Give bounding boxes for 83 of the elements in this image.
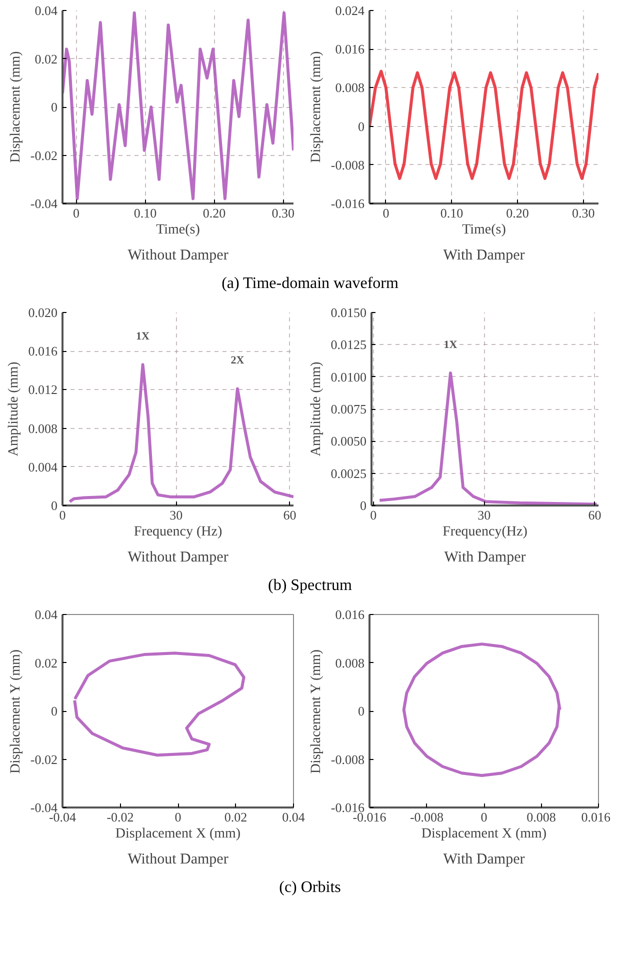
text: Without Damper	[128, 550, 228, 566]
x-tick-label: 0.016	[581, 810, 611, 824]
x-axis-title: Time(s)	[462, 222, 506, 238]
y-tick-label: 0	[358, 118, 364, 134]
text: With Damper	[443, 852, 525, 868]
y-tick-label: 0.012	[28, 382, 58, 398]
y-axis-title: Amplitude (mm)	[6, 361, 22, 456]
y-tick-label: 0.004	[28, 459, 58, 474]
x-tick-label: 0.30	[572, 206, 595, 220]
x-tick-label: 0.20	[202, 206, 226, 220]
line-series	[68, 363, 294, 504]
x-tick-label: -0.02	[106, 810, 134, 824]
y-tick-label: -0.02	[30, 752, 58, 767]
x-axis-title: Time(s)	[156, 222, 200, 238]
y-tick-label: 0.008	[335, 655, 364, 670]
x-tick-label: 0	[480, 810, 488, 824]
y-tick-label: 0.04	[34, 607, 58, 622]
x-tick-label: 0	[370, 508, 377, 522]
y-tick-label: 0	[360, 498, 366, 513]
x-tick-label: 30	[170, 508, 183, 522]
y-tick-label: 0.0100	[330, 369, 366, 384]
x-tick-label: 0	[174, 810, 182, 824]
y-tick-label: 0	[358, 704, 364, 718]
text: Without Damper	[128, 852, 228, 868]
y-tick-label: 0.04	[34, 3, 58, 18]
y-tick-label: 0.016	[335, 607, 365, 622]
y-axis-title: Amplitude (mm)	[308, 361, 324, 456]
y-tick-label: -0.02	[30, 148, 58, 163]
y-tick-label: -0.016	[330, 196, 365, 211]
y-tick-label: 0.0025	[330, 466, 366, 481]
x-tick-label: 0	[73, 206, 80, 220]
x-tick-label: 0.04	[282, 810, 306, 824]
x-tick-label: 0.20	[506, 206, 529, 220]
x-tick-label: 0.10	[134, 206, 157, 220]
text: Without Damper	[128, 248, 228, 264]
y-axis-title: Displacement Y (mm)	[8, 649, 24, 774]
x-tick-label: 0.10	[440, 206, 464, 220]
text: (b) Spectrum	[268, 576, 352, 596]
y-axis-title: Displacement (mm)	[308, 50, 324, 163]
annotation: 1X	[136, 330, 150, 343]
x-tick-label: 60	[283, 508, 296, 522]
y-tick-label: 0	[51, 704, 58, 718]
y-tick-label: 0.008	[28, 420, 58, 436]
y-tick-label: -0.04	[30, 196, 58, 211]
text: (a) Time-domain waveform	[222, 274, 398, 294]
text: With Damper	[444, 550, 526, 566]
y-tick-label: 0.0050	[330, 434, 366, 449]
annotation: 2X	[230, 354, 244, 367]
text: (c) Orbits	[279, 878, 341, 898]
y-tick-label: 0.02	[34, 655, 58, 670]
x-axis-title: Frequency(Hz)	[442, 524, 528, 540]
y-tick-label: 0	[51, 498, 58, 513]
y-axis-title: Displacement (mm)	[8, 50, 24, 163]
y-tick-label: -0.008	[330, 752, 365, 767]
x-tick-label: 0.02	[224, 810, 248, 824]
line-series	[73, 652, 246, 757]
y-tick-label: 0.008	[335, 80, 364, 96]
x-axis-title: Displacement X (mm)	[115, 826, 241, 842]
y-tick-label: 0.0075	[330, 402, 366, 416]
y-tick-label: 0.020	[28, 305, 58, 320]
y-tick-label: 0.024	[335, 3, 365, 18]
x-tick-label: 0.30	[272, 206, 295, 220]
line-series	[378, 371, 598, 506]
y-tick-label: 0.02	[34, 51, 58, 66]
line-series	[402, 642, 562, 778]
x-tick-label: 30	[478, 508, 491, 522]
x-tick-label: 60	[588, 508, 602, 522]
x-tick-label: -0.008	[410, 810, 444, 824]
y-tick-label: 0.0125	[330, 337, 366, 352]
y-tick-label: 0	[51, 100, 58, 114]
line-series	[370, 70, 598, 180]
x-axis-title: Frequency (Hz)	[134, 524, 222, 540]
annotation: 1X	[444, 338, 458, 351]
y-tick-label: 0.016	[28, 344, 58, 359]
text: With Damper	[443, 248, 525, 264]
x-tick-label: 0	[382, 206, 390, 220]
y-tick-label: 0.0150	[330, 305, 366, 320]
x-tick-label: 0.008	[526, 810, 556, 824]
x-axis-title: Displacement X (mm)	[421, 826, 547, 842]
y-tick-label: -0.008	[330, 157, 365, 172]
line-series	[62, 11, 294, 200]
y-tick-label: 0.016	[335, 42, 365, 57]
y-axis-title: Displacement Y (mm)	[308, 649, 324, 774]
